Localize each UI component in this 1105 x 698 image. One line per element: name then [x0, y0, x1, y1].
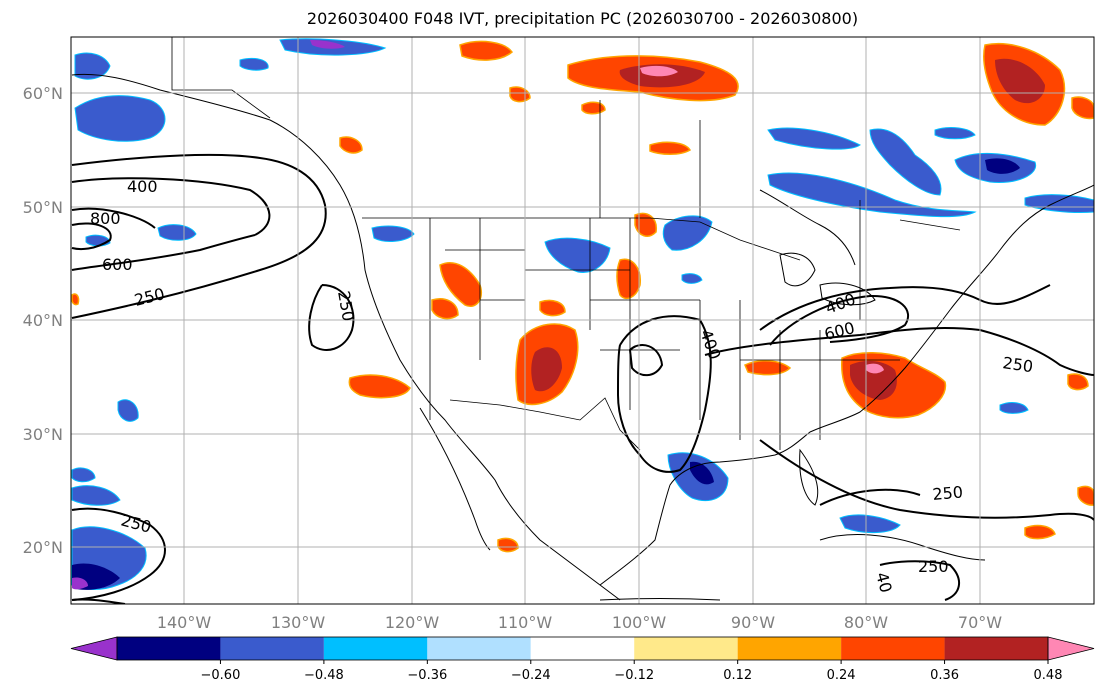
colorbar-frame: [116, 636, 1049, 661]
map-frame: [70, 36, 1095, 605]
colorbar-tick-label: 0.24: [827, 668, 856, 683]
lon-tick-label: 110°W: [498, 613, 553, 632]
colorbar-tick-label: −0.12: [614, 668, 654, 683]
map-area: 400 800 600 250 250 400 600 400 250 250 …: [71, 37, 1094, 604]
contour-label: 800: [90, 209, 121, 228]
colorbar-segment: [530, 637, 635, 660]
contour-label: 40: [872, 570, 896, 595]
colorbar-segment: [323, 637, 428, 660]
colorbar-tick-label: −0.36: [407, 668, 447, 683]
gridlines: [71, 37, 1094, 604]
negative-anomaly-regions: [71, 38, 1094, 590]
lat-tick-label: 40°N: [23, 311, 63, 330]
lon-tick-labels: 140°W 130°W 120°W 110°W 100°W 90°W 80°W …: [157, 613, 1002, 632]
lon-tick-label: 70°W: [958, 613, 1002, 632]
positive-anomaly-regions: [71, 40, 1094, 553]
colorbar-segment: [117, 637, 221, 660]
lon-tick-label: 130°W: [271, 613, 326, 632]
colorbar-tick-label: 0.36: [930, 668, 959, 683]
colorbar-tick-label: −0.48: [304, 668, 344, 683]
lat-tick-label: 50°N: [23, 198, 63, 217]
colorbar-segment: [220, 637, 324, 660]
colorbar-segment: [634, 637, 738, 660]
lon-tick-label: 90°W: [731, 613, 775, 632]
coastlines: [71, 73, 1094, 601]
lat-tick-label: 20°N: [23, 538, 63, 557]
contour-label: 250: [1001, 353, 1034, 376]
colorbar-segment: [737, 637, 842, 660]
ivt-contours: [71, 153, 1094, 604]
contour-label: 250: [918, 557, 949, 576]
contour-label: 250: [932, 482, 964, 504]
colorbar-extend-low: [70, 636, 118, 661]
lon-tick-label: 80°W: [844, 613, 888, 632]
lat-tick-label: 30°N: [23, 425, 63, 444]
lon-tick-label: 120°W: [385, 613, 440, 632]
lat-tick-label: 60°N: [23, 84, 63, 103]
lat-tick-labels: 60°N 50°N 40°N 30°N 20°N: [23, 84, 63, 557]
colorbar-segment: [841, 637, 945, 660]
colorbar-segment: [427, 637, 531, 660]
lon-tick-label: 100°W: [612, 613, 667, 632]
colorbar: −0.60 −0.48 −0.36 −0.24 −0.12 0.12 0.24 0.36 0.4…: [70, 636, 1095, 683]
colorbar-tick-label: −0.60: [201, 668, 241, 683]
colorbar-segment: [944, 637, 1048, 660]
colorbar-extend-high: [1047, 636, 1095, 661]
lon-tick-label: 140°W: [157, 613, 212, 632]
figure-title: 2026030400 F048 IVT, precipitation PC (2…: [306, 9, 859, 28]
colorbar-tick-label: 0.12: [723, 668, 752, 683]
colorbar-tick-label: 0.48: [1034, 668, 1063, 683]
contour-label: 400: [127, 177, 158, 196]
contour-label: 600: [102, 255, 133, 274]
colorbar-tick-label: −0.24: [511, 668, 551, 683]
